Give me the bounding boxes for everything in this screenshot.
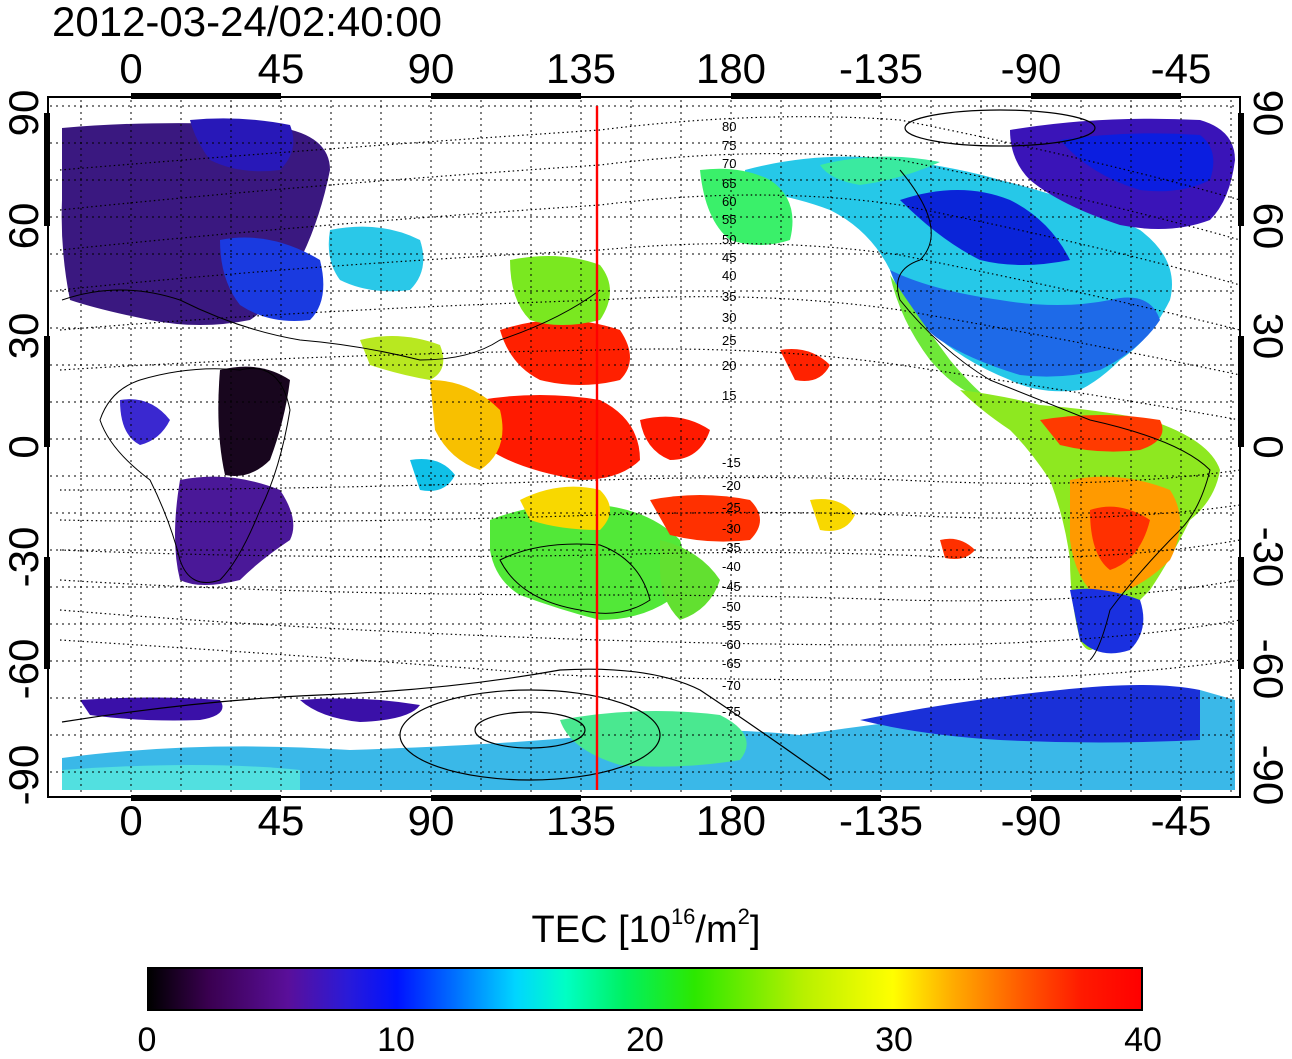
bottom-lon-tick: 180 <box>695 797 767 844</box>
coastlines <box>61 169 1211 661</box>
colorbar-tick: 10 <box>377 1021 415 1059</box>
contour-label: -30 <box>722 521 741 536</box>
contour-label: 80 <box>722 119 736 134</box>
colorbar-label: TEC [1016/m2] <box>531 906 761 952</box>
colorbar-tick: 20 <box>626 1021 664 1059</box>
contour-label: -60 <box>722 637 741 652</box>
colorbar-label-exp2: 2 <box>737 904 750 929</box>
frame-tick-bars <box>44 93 1244 801</box>
contour-label: 35 <box>722 289 736 304</box>
contour-label: 20 <box>722 358 736 373</box>
bottom-lon-tick: 135 <box>545 797 617 844</box>
contour-label: 55 <box>722 212 736 227</box>
bottom-lon-tick: 0 <box>119 797 143 844</box>
contour-label: -65 <box>722 656 741 671</box>
contour-label: 75 <box>722 138 736 153</box>
top-lon-tick: 180 <box>695 45 767 92</box>
top-lon-tick: 90 <box>407 45 455 92</box>
bottom-lon-tick: -90 <box>1000 797 1062 844</box>
magnetic-contours <box>59 116 1241 681</box>
map-title: 2012-03-24/02:40:00 <box>52 0 442 45</box>
contour-label: -15 <box>722 455 741 470</box>
bottom-lon-tick: 90 <box>407 797 455 844</box>
contour-label: -45 <box>722 579 741 594</box>
contour-label: 60 <box>722 194 736 209</box>
colorbar-tick: 30 <box>875 1021 913 1059</box>
contour-label: 15 <box>722 388 736 403</box>
colorbar-label-suffix: ] <box>749 909 761 951</box>
colorbar-tick: 0 <box>137 1021 157 1059</box>
tec-data-layer <box>61 118 1235 790</box>
contour-label: -20 <box>722 478 741 493</box>
contour-label: -50 <box>722 599 741 614</box>
top-lon-tick: 0 <box>119 45 143 92</box>
top-lon-tick: 135 <box>545 45 617 92</box>
bottom-lon-tick: -45 <box>1150 797 1212 844</box>
contour-label: -25 <box>722 500 741 515</box>
contour-label: 65 <box>722 176 736 191</box>
bottom-lon-tick: -135 <box>838 797 924 844</box>
contour-label: 45 <box>722 250 736 265</box>
colorbar-tick: 40 <box>1124 1021 1162 1059</box>
colorbar-label-exp1: 16 <box>670 904 696 929</box>
contour-label: 50 <box>722 232 736 247</box>
bottom-lon-tick: 45 <box>257 797 305 844</box>
contour-label: -55 <box>722 618 741 633</box>
top-lon-tick: -45 <box>1150 45 1212 92</box>
colorbar <box>147 967 1143 1011</box>
contour-label: -35 <box>722 540 741 555</box>
top-lon-tick: -90 <box>1000 45 1062 92</box>
top-lon-tick: 45 <box>257 45 305 92</box>
contour-label: -40 <box>722 559 741 574</box>
contour-label: -75 <box>722 704 741 719</box>
contour-label: 40 <box>722 268 736 283</box>
colorbar-label-mid: /m <box>695 909 738 951</box>
polar-contours <box>61 109 1096 781</box>
colorbar-label-prefix: TEC [10 <box>531 909 671 951</box>
graticule <box>50 100 1238 795</box>
contour-label: 25 <box>722 333 736 348</box>
contour-label: -70 <box>722 678 741 693</box>
top-lon-tick: -135 <box>838 45 924 92</box>
contour-label: 30 <box>722 310 736 325</box>
contour-labels: 80 75 70 65 60 55 50 45 40 35 30 25 20 1… <box>722 119 741 719</box>
contour-label: 70 <box>722 156 736 171</box>
